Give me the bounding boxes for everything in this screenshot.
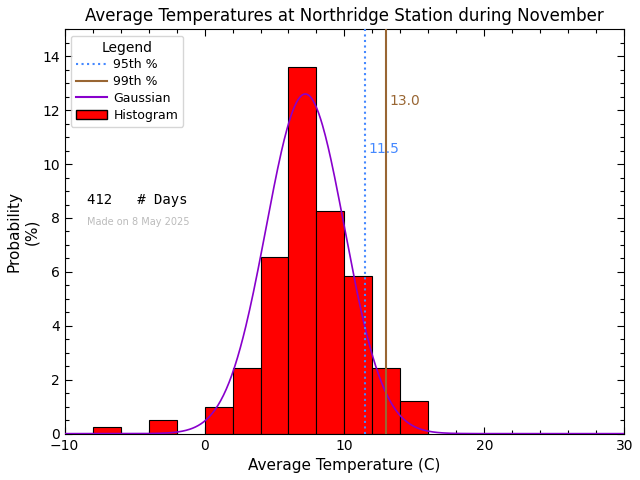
X-axis label: Average Temperature (C): Average Temperature (C) [248,458,441,473]
Title: Average Temperatures at Northridge Station during November: Average Temperatures at Northridge Stati… [85,7,604,25]
Text: Made on 8 May 2025: Made on 8 May 2025 [87,217,189,228]
Text: 412   # Days: 412 # Days [87,193,188,207]
Bar [289,67,316,433]
Bar [372,368,401,433]
Text: 13.0: 13.0 [389,94,420,108]
Y-axis label: Probability
(%): Probability (%) [7,191,39,272]
Bar [148,420,177,433]
Bar [260,257,289,433]
Bar [316,211,344,433]
Bar [205,408,232,433]
Legend: 95th %, 99th %, Gaussian, Histogram: 95th %, 99th %, Gaussian, Histogram [71,36,183,127]
Text: 11.5: 11.5 [368,143,399,156]
Bar [232,368,260,433]
Bar [93,427,120,433]
Bar [401,401,428,433]
Bar [344,276,372,433]
